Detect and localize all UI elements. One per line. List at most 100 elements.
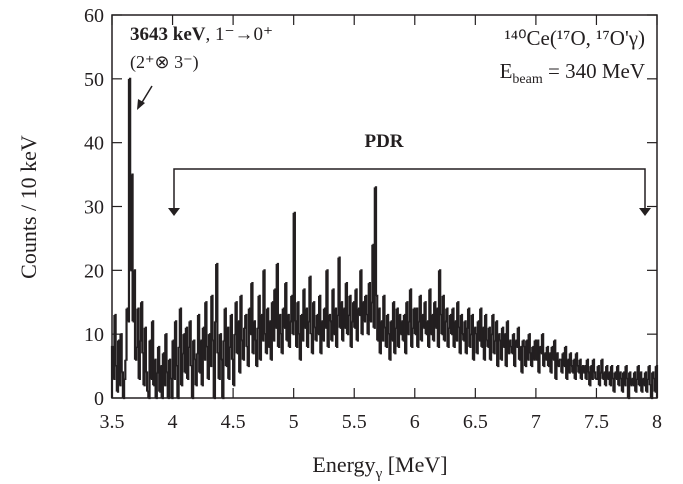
histogram-bin [638, 372, 642, 387]
histogram-bin [384, 326, 387, 347]
histogram-bin [603, 371, 607, 386]
peak-arrow [140, 85, 153, 105]
histogram-bin [268, 321, 271, 349]
histogram-bin [359, 270, 362, 317]
histogram-bin [170, 377, 173, 398]
histogram-bin [224, 307, 227, 367]
x-tick-label: 7 [531, 411, 541, 433]
histogram-bin [308, 276, 311, 323]
histogram-bin [549, 352, 552, 373]
histogram-bin [412, 308, 415, 329]
histogram-bin [294, 320, 298, 347]
histogram-bin [257, 295, 260, 329]
histogram-bin [345, 282, 349, 335]
histogram-bin [539, 345, 542, 354]
histogram-bin [143, 327, 146, 387]
histogram-bin [154, 358, 157, 398]
histogram-bin [160, 364, 163, 398]
histogram-bin [609, 366, 613, 387]
beam-label: Ebeam = 340 MeV [500, 59, 645, 87]
x-tick-label: 5 [289, 411, 299, 433]
histogram-bin [115, 364, 118, 392]
histogram-bin [517, 326, 521, 360]
histogram-bin [592, 358, 596, 373]
histogram-bin [488, 326, 491, 360]
histogram-bin [453, 321, 456, 349]
histogram-bin [325, 270, 328, 329]
histogram-bin [532, 345, 535, 360]
histogram-bin [120, 333, 123, 373]
histogram-bin [533, 340, 536, 361]
histogram-bin [258, 294, 261, 360]
histogram-bin [150, 321, 154, 380]
histogram-bin [633, 371, 637, 392]
histogram-bin [511, 334, 514, 355]
histogram-bin [606, 364, 609, 379]
histogram-bin [540, 334, 544, 355]
histogram-bin [585, 359, 588, 380]
histogram-bin [615, 366, 619, 380]
y-tick-label: 30 [84, 197, 104, 219]
histogram-bin [572, 359, 575, 374]
histogram-bin [315, 315, 318, 342]
histogram-bin [248, 307, 252, 335]
histogram-bin [561, 353, 564, 374]
histogram-bin [556, 352, 559, 367]
histogram-bin [543, 353, 546, 368]
histogram-bin [178, 308, 181, 349]
histogram-bin [646, 378, 649, 393]
histogram-bin [420, 315, 424, 342]
histogram-bin [395, 308, 398, 329]
histogram-bin [491, 315, 494, 336]
histogram-bin [568, 353, 571, 374]
histogram-bin [459, 315, 462, 355]
histogram-bin [394, 327, 397, 355]
histogram-bin [436, 307, 439, 347]
histogram-bin [144, 326, 148, 373]
histogram-bin [545, 346, 548, 361]
histogram-bin [417, 321, 420, 349]
histogram-bin [113, 315, 116, 380]
histogram-bin [405, 302, 408, 355]
y-tick-label: 0 [94, 388, 104, 410]
histogram-bin [365, 294, 368, 316]
histogram-bin [280, 333, 283, 354]
histogram-bin [162, 352, 166, 386]
histogram-bin [361, 302, 364, 336]
histogram-bin [236, 321, 240, 355]
histogram-bin [304, 308, 307, 329]
histogram-bin [468, 307, 471, 347]
histogram-bin [612, 377, 615, 392]
histogram-bin [562, 352, 565, 367]
x-tick-label: 3.5 [100, 411, 125, 433]
histogram-bin [635, 378, 638, 393]
histogram-bin [501, 326, 505, 347]
histogram-bin [419, 294, 422, 341]
histogram-bin [548, 353, 551, 368]
histogram-bin [269, 320, 272, 360]
histogram-bin [481, 327, 484, 349]
histogram-bin [512, 333, 516, 367]
histogram-bin [471, 313, 475, 360]
histogram-bin [555, 353, 558, 380]
histogram-bin [476, 321, 479, 355]
peak-arrowhead [137, 99, 145, 110]
histogram-bin [353, 301, 356, 328]
histogram-bin [252, 321, 255, 355]
histogram-bin [373, 187, 376, 329]
histogram-bin [241, 339, 244, 360]
histogram-bin [142, 352, 145, 386]
histogram-bin [462, 333, 465, 341]
histogram-bin [217, 352, 220, 379]
histogram-bin [495, 320, 499, 367]
histogram-bin [155, 372, 158, 400]
histogram-bin [579, 358, 582, 379]
histogram-bin [322, 308, 326, 342]
histogram-bin [156, 346, 160, 374]
histogram-bin [151, 320, 155, 386]
histogram-bin [424, 301, 427, 335]
histogram-bin [331, 289, 334, 342]
histogram-bin [482, 326, 485, 360]
x-axis-label: Energyγ [MeV] [312, 452, 447, 482]
histogram-bin [277, 315, 281, 349]
